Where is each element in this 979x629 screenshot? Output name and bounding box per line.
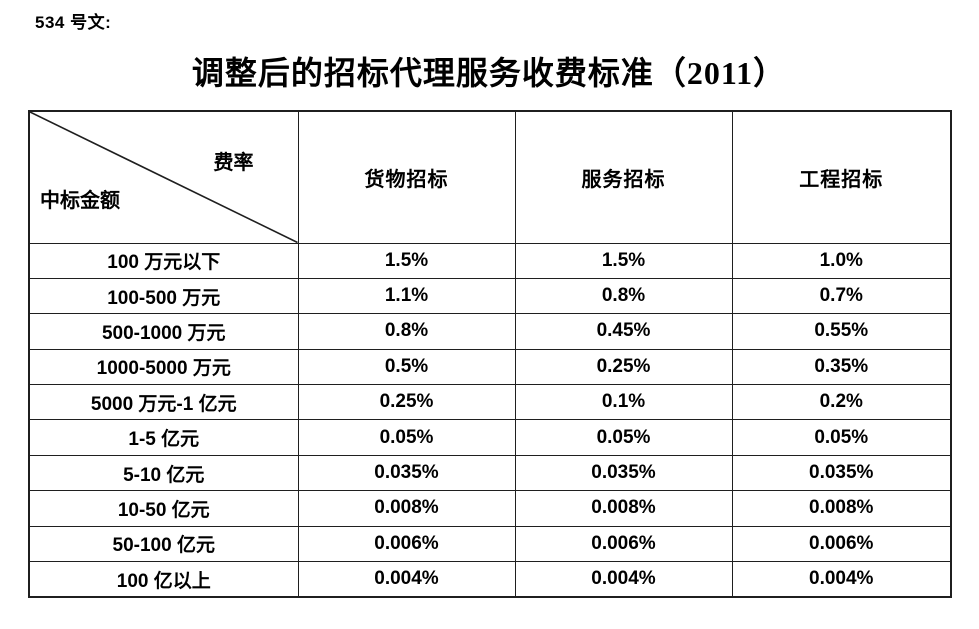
fee-value: 0.45%	[514, 313, 733, 350]
row-label: 100 万元以下	[28, 242, 299, 279]
fee-value: 0.7%	[731, 277, 952, 315]
fee-value: 1.1%	[297, 277, 516, 315]
table-row: 500-1000 万元 0.8% 0.45% 0.55%	[28, 313, 952, 350]
fee-value: 1.5%	[297, 242, 516, 279]
fee-value: 1.0%	[731, 242, 952, 279]
corner-label-amount: 中标金额	[40, 189, 120, 212]
fee-value: 0.8%	[297, 313, 516, 350]
table-row: 1000-5000 万元 0.5% 0.25% 0.35%	[28, 348, 952, 386]
corner-header-cell: 费率 中标金额	[28, 110, 299, 244]
row-label: 50-100 亿元	[28, 525, 299, 563]
table-row: 50-100 亿元 0.006% 0.006% 0.006%	[28, 525, 952, 563]
table-row: 1-5 亿元 0.05% 0.05% 0.05%	[28, 419, 952, 456]
fee-value: 0.05%	[514, 419, 733, 456]
row-label: 5000 万元-1 亿元	[28, 384, 299, 421]
fee-value: 0.004%	[297, 561, 516, 598]
fee-value: 0.5%	[297, 348, 516, 386]
header-row: 费率 中标金额 货物招标 服务招标 工程招标	[28, 110, 952, 244]
doc-ref: 534 号文:	[35, 13, 112, 32]
column-header-goods: 货物招标	[297, 110, 516, 244]
fee-value: 0.05%	[297, 419, 516, 456]
row-label: 100 亿以上	[28, 561, 299, 598]
row-label: 5-10 亿元	[28, 454, 299, 492]
fee-value: 0.05%	[731, 419, 952, 456]
row-label: 1-5 亿元	[28, 419, 299, 456]
table-row: 5-10 亿元 0.035% 0.035% 0.035%	[28, 454, 952, 492]
fee-value: 0.004%	[731, 561, 952, 598]
table-row: 100-500 万元 1.1% 0.8% 0.7%	[28, 277, 952, 315]
fee-value: 0.25%	[297, 384, 516, 421]
fee-value: 0.35%	[731, 348, 952, 386]
fee-table: 费率 中标金额 货物招标 服务招标 工程招标 100 万元以下 1.5% 1.5…	[28, 110, 952, 598]
row-label: 500-1000 万元	[28, 313, 299, 350]
table-row: 100 万元以下 1.5% 1.5% 1.0%	[28, 242, 952, 279]
row-label: 10-50 亿元	[28, 490, 299, 527]
fee-value: 0.8%	[514, 277, 733, 315]
fee-value: 0.008%	[297, 490, 516, 527]
fee-value: 0.55%	[731, 313, 952, 350]
fee-value: 1.5%	[514, 242, 733, 279]
row-label: 100-500 万元	[28, 277, 299, 315]
fee-value: 0.008%	[514, 490, 733, 527]
fee-value: 0.2%	[731, 384, 952, 421]
table-row: 10-50 亿元 0.008% 0.008% 0.008%	[28, 490, 952, 527]
corner-label-rate: 费率	[213, 152, 254, 174]
page-title: 调整后的招标代理服务收费标准（2011）	[191, 55, 787, 91]
fee-value: 0.035%	[297, 454, 516, 492]
fee-value: 0.006%	[297, 525, 516, 563]
diagonal-line	[30, 112, 298, 243]
fee-value: 0.1%	[514, 384, 733, 421]
fee-value: 0.008%	[731, 490, 952, 527]
table-row: 100 亿以上 0.004% 0.004% 0.004%	[28, 561, 952, 598]
row-label: 1000-5000 万元	[28, 348, 299, 386]
fee-value: 0.035%	[514, 454, 733, 492]
fee-value: 0.25%	[514, 348, 733, 386]
column-header-services: 服务招标	[514, 110, 733, 244]
fee-value: 0.035%	[731, 454, 952, 492]
fee-value: 0.006%	[731, 525, 952, 563]
fee-value: 0.004%	[514, 561, 733, 598]
column-header-engineering: 工程招标	[731, 110, 952, 244]
table-row: 5000 万元-1 亿元 0.25% 0.1% 0.2%	[28, 384, 952, 421]
fee-value: 0.006%	[514, 525, 733, 563]
